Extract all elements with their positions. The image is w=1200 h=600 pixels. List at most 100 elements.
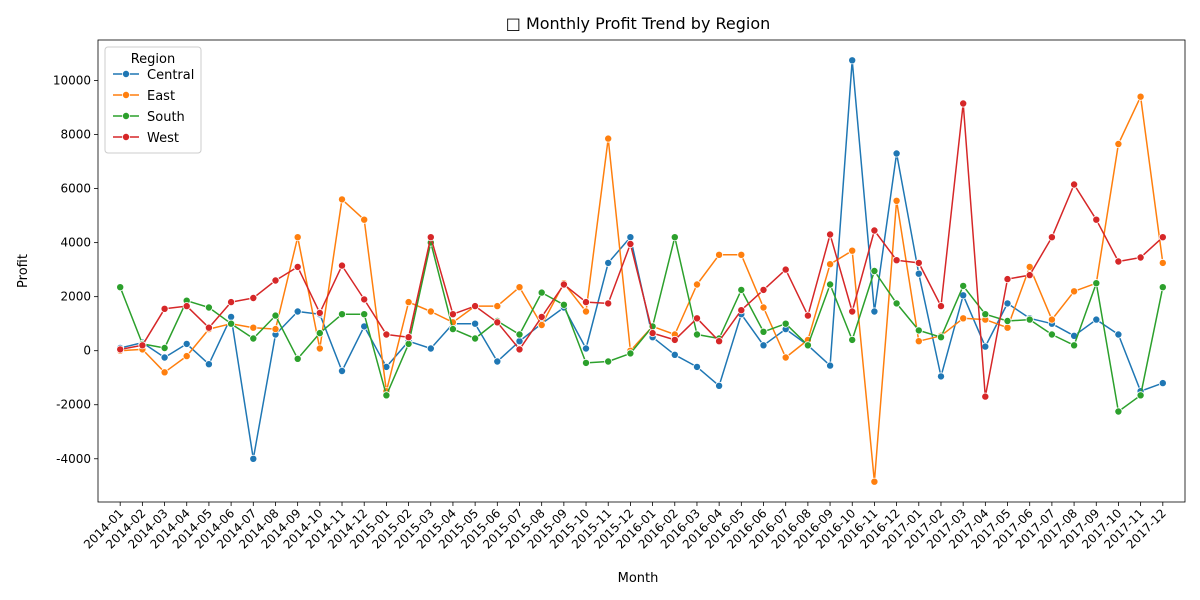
x-axis-label: Month <box>618 571 659 586</box>
data-point-west <box>870 226 879 235</box>
data-point-central <box>293 307 302 316</box>
data-point-east <box>737 250 746 259</box>
data-point-west <box>249 293 258 302</box>
series-line-central <box>120 59 1164 460</box>
data-point-east <box>337 195 346 204</box>
y-tick-label: 6000 <box>60 182 91 196</box>
data-point-west <box>1003 275 1012 284</box>
data-point-south <box>1136 391 1145 400</box>
data-point-south <box>737 285 746 294</box>
legend-label-central: Central <box>147 68 194 83</box>
y-tick-label: -4000 <box>56 452 91 466</box>
data-point-west <box>426 233 435 242</box>
data-point-east <box>693 280 702 289</box>
data-point-central <box>759 341 768 350</box>
data-point-central <box>626 233 635 242</box>
data-point-east <box>182 352 191 361</box>
data-point-south <box>227 319 236 328</box>
data-point-south <box>670 233 679 242</box>
data-point-east <box>360 215 369 224</box>
data-point-south <box>382 391 391 400</box>
data-point-south <box>1158 283 1167 292</box>
data-point-west <box>803 311 812 320</box>
data-point-central <box>182 339 191 348</box>
data-point-west <box>715 337 724 346</box>
data-point-west <box>914 258 923 267</box>
data-point-east <box>582 307 591 316</box>
data-point-west <box>1025 271 1034 280</box>
data-point-west <box>404 333 413 342</box>
data-point-central <box>204 360 213 369</box>
legend-marker-central <box>122 70 131 79</box>
data-point-south <box>759 327 768 336</box>
data-point-west <box>626 239 635 248</box>
data-point-west <box>493 318 502 327</box>
data-point-west <box>471 302 480 311</box>
data-point-east <box>870 477 879 486</box>
data-point-central <box>715 381 724 390</box>
legend-title: Region <box>131 52 176 67</box>
data-point-south <box>892 299 901 308</box>
data-point-west <box>781 265 790 274</box>
data-point-south <box>315 329 324 338</box>
legend-marker-east <box>122 91 131 100</box>
chart-title: □ Monthly Profit Trend by Region <box>506 14 771 33</box>
data-point-west <box>1070 180 1079 189</box>
legend-marker-west <box>122 132 131 141</box>
y-tick-label: 8000 <box>60 128 91 142</box>
data-point-south <box>693 330 702 339</box>
data-point-south <box>204 303 213 312</box>
data-point-west <box>293 262 302 271</box>
data-point-south <box>1003 316 1012 325</box>
plot-frame <box>97 39 1186 503</box>
data-point-central <box>249 454 258 463</box>
data-point-south <box>937 333 946 342</box>
data-point-east <box>759 303 768 312</box>
data-point-west <box>1047 233 1056 242</box>
data-point-west <box>160 304 169 313</box>
data-point-central <box>493 357 502 366</box>
data-point-south <box>848 335 857 344</box>
data-point-west <box>648 329 657 338</box>
data-point-south <box>604 357 613 366</box>
data-point-west <box>759 285 768 294</box>
plot-marks <box>116 56 1167 486</box>
y-tick-label: 2000 <box>60 290 91 304</box>
data-point-west <box>1114 257 1123 266</box>
data-point-east <box>493 302 502 311</box>
data-point-east <box>1047 315 1056 324</box>
data-point-east <box>781 353 790 362</box>
data-point-east <box>1025 262 1034 271</box>
data-point-east <box>404 298 413 307</box>
data-point-west <box>337 261 346 270</box>
data-point-west <box>670 335 679 344</box>
y-tick-label: 4000 <box>60 236 91 250</box>
data-point-central <box>604 258 613 267</box>
data-point-central <box>1092 315 1101 324</box>
legend-label-east: East <box>147 89 175 104</box>
data-point-east <box>160 368 169 377</box>
data-point-south <box>914 326 923 335</box>
data-point-west <box>204 323 213 332</box>
data-point-east <box>426 307 435 316</box>
data-point-south <box>1092 279 1101 288</box>
data-point-west <box>826 230 835 239</box>
data-point-central <box>670 350 679 359</box>
data-point-east <box>315 344 324 353</box>
data-point-south <box>582 358 591 367</box>
data-point-west <box>559 280 568 289</box>
data-point-west <box>182 302 191 311</box>
data-point-central <box>1114 330 1123 339</box>
legend-marker-south <box>122 112 131 121</box>
data-point-central <box>471 319 480 328</box>
series-line-west <box>120 102 1164 398</box>
data-point-central <box>227 312 236 321</box>
data-point-south <box>803 341 812 350</box>
data-point-east <box>715 250 724 259</box>
axes: -4000-200002000400060008000100002014-012… <box>53 39 1186 552</box>
data-point-south <box>626 349 635 358</box>
data-point-central <box>848 56 857 65</box>
data-point-south <box>559 300 568 309</box>
data-point-west <box>959 99 968 108</box>
